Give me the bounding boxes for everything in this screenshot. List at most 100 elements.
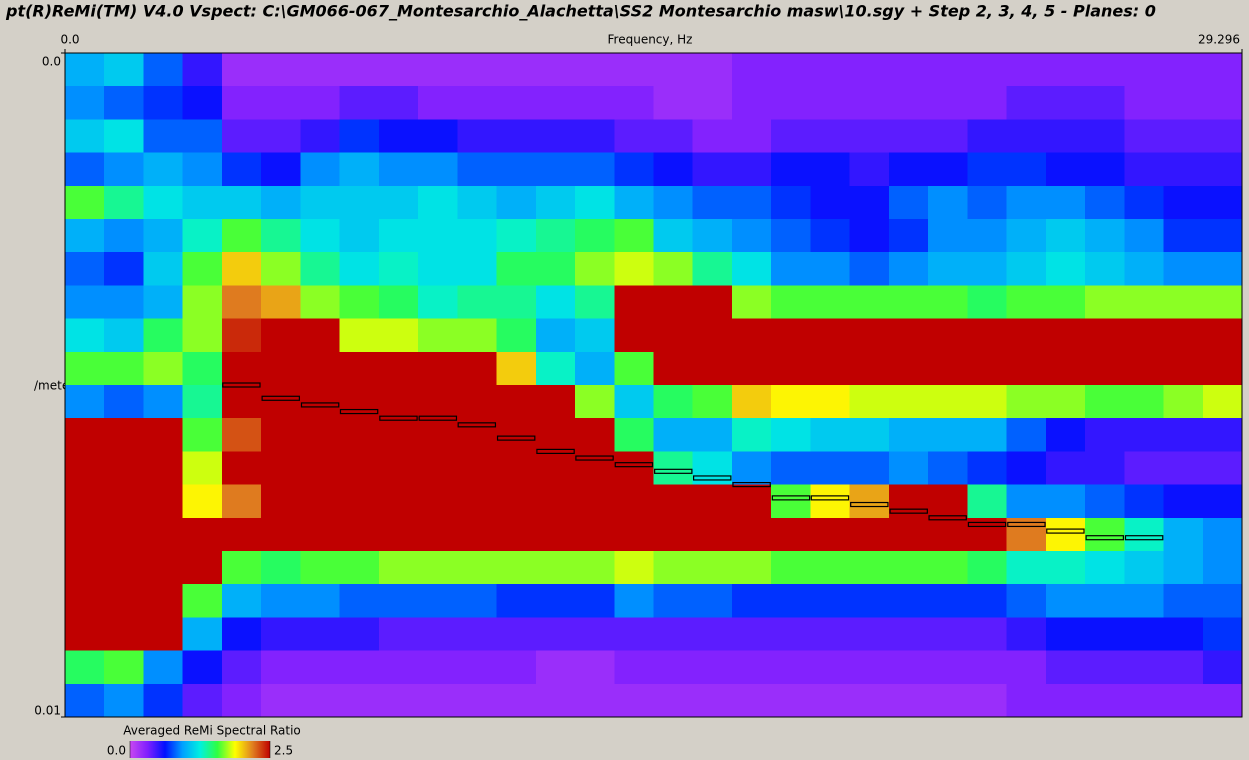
heatmap-cell [732, 418, 772, 452]
heatmap-cell [1203, 684, 1243, 718]
heatmap-cell [771, 651, 811, 685]
heatmap-cell [340, 518, 380, 552]
heatmap-cell [183, 485, 223, 519]
heatmap-cell [1046, 319, 1086, 353]
heatmap-cell [300, 651, 340, 685]
heatmap-cell [536, 485, 576, 519]
heatmap-cell [850, 385, 890, 419]
heatmap-cell [261, 385, 301, 419]
heatmap-cell [693, 518, 733, 552]
heatmap-cell [340, 319, 380, 353]
heatmap-cell [654, 418, 694, 452]
heatmap-cell [614, 518, 654, 552]
heatmap-cell [222, 86, 262, 120]
heatmap-cell [1164, 617, 1204, 651]
heatmap-cell [183, 352, 223, 386]
heatmap-cell [300, 252, 340, 286]
heatmap-cell [379, 485, 419, 519]
heatmap-cell [1164, 53, 1204, 87]
heatmap-cell [575, 119, 615, 153]
heatmap-cell [261, 584, 301, 618]
heatmap-cell [654, 617, 694, 651]
heatmap-cell [1007, 418, 1047, 452]
heatmap-cell [771, 617, 811, 651]
heatmap-cell [65, 252, 105, 286]
heatmap-cell [497, 418, 537, 452]
heatmap-cell [850, 186, 890, 220]
heatmap-cell [261, 451, 301, 485]
heatmap-cell [810, 119, 850, 153]
heatmap-cell [183, 551, 223, 585]
heatmap-cell [614, 86, 654, 120]
heatmap-cell [1203, 651, 1243, 685]
heatmap-cell [261, 418, 301, 452]
heatmap-cell [850, 451, 890, 485]
heatmap-cell [457, 219, 497, 253]
heatmap-cell [379, 385, 419, 419]
heatmap-cell [771, 584, 811, 618]
heatmap-cell [65, 352, 105, 386]
heatmap-cell [222, 352, 262, 386]
heatmap-cell [536, 352, 576, 386]
heatmap-cell [732, 285, 772, 319]
heatmap-cell [1007, 219, 1047, 253]
heatmap-cell [575, 252, 615, 286]
heatmap-cell [810, 219, 850, 253]
heatmap-cell [1124, 186, 1164, 220]
heatmap-cell [1085, 219, 1125, 253]
heatmap-cell [654, 153, 694, 187]
heatmap-cell [497, 119, 537, 153]
heatmap-cell [928, 119, 968, 153]
heatmap-cell [497, 651, 537, 685]
heatmap-cell [575, 319, 615, 353]
heatmap-cell [104, 53, 144, 87]
heatmap-cell [1124, 651, 1164, 685]
page: pt(R)ReMi(TM) V4.0 Vspect: C:\GM066-067_… [0, 0, 1249, 760]
heatmap-cell [1203, 153, 1243, 187]
heatmap-cell [418, 119, 458, 153]
heatmap-cell [967, 319, 1007, 353]
heatmap-cell [654, 119, 694, 153]
heatmap-cell [1203, 617, 1243, 651]
heatmap-cell [693, 485, 733, 519]
heatmap-cell [1046, 617, 1086, 651]
heatmap-cell [143, 684, 183, 718]
heatmap-cell [889, 418, 929, 452]
heatmap-cell [183, 252, 223, 286]
heatmap-cell [1046, 651, 1086, 685]
heatmap-cell [300, 319, 340, 353]
heatmap-cell [340, 485, 380, 519]
heatmap-cell [418, 584, 458, 618]
heatmap-cell [65, 617, 105, 651]
heatmap-cell [654, 385, 694, 419]
heatmap-cell [850, 219, 890, 253]
heatmap-cell [457, 651, 497, 685]
heatmap-cell [810, 385, 850, 419]
heatmap-cell [497, 319, 537, 353]
heatmap-cell [457, 319, 497, 353]
heatmap-cell [614, 252, 654, 286]
heatmap-cell [614, 651, 654, 685]
heatmap-cell [143, 186, 183, 220]
heatmap-cell [575, 219, 615, 253]
heatmap-cell [536, 53, 576, 87]
heatmap-cell [1164, 584, 1204, 618]
heatmap-cell [1124, 319, 1164, 353]
heatmap-cell [457, 551, 497, 585]
heatmap-cell [614, 485, 654, 519]
heatmap-cell [497, 219, 537, 253]
heatmap-cell [418, 485, 458, 519]
heatmap-cell [889, 119, 929, 153]
heatmap-cell [418, 684, 458, 718]
heatmap-cell [261, 319, 301, 353]
heatmap-cell [928, 418, 968, 452]
heatmap-cell [222, 584, 262, 618]
heatmap-cell [222, 651, 262, 685]
heatmap-cell [771, 684, 811, 718]
heatmap-cell [889, 551, 929, 585]
colorbar [130, 741, 270, 758]
heatmap-cell [1203, 86, 1243, 120]
heatmap-cell [536, 186, 576, 220]
heatmap-cell [457, 352, 497, 386]
x-tick-label: 0.0 [60, 33, 79, 47]
